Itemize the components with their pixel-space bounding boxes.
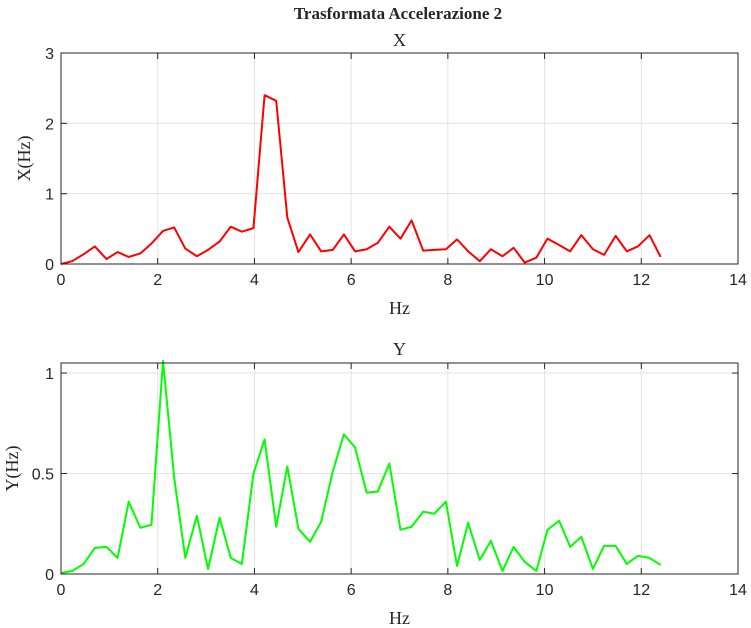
x-panel-title: X (393, 30, 406, 50)
x-x-tick-label: 4 (250, 272, 259, 289)
y-panel-title: Y (393, 339, 406, 359)
x-y-tick-label: 1 (45, 187, 54, 204)
x-x-tick-label: 10 (536, 272, 554, 289)
x-x-tick-label: 0 (57, 272, 66, 289)
y-y-tick-label: 1 (45, 366, 54, 383)
y-y-tick-label: 0.5 (32, 467, 54, 484)
y-x-tick-label: 6 (347, 582, 356, 599)
x-x-tick-label: 14 (729, 272, 747, 289)
y-x-tick-label: 2 (153, 582, 162, 599)
x-x-axis-label: Hz (389, 298, 410, 318)
y-x-tick-label: 12 (632, 582, 650, 599)
figure-title: Trasformata Accelerazione 2 (294, 4, 502, 23)
x-y-tick-label: 2 (45, 116, 54, 133)
y-plot-area (61, 363, 738, 574)
x-axes-box (60, 52, 739, 265)
x-x-tick-label: 6 (347, 272, 356, 289)
y-x-tick-label: 4 (250, 582, 259, 599)
y-x-tick-label: 14 (729, 582, 747, 599)
x-y-tick-label: 0 (45, 257, 54, 274)
x-x-tick-label: 2 (153, 272, 162, 289)
y-y-tick-label: 0 (45, 567, 54, 584)
y-x-axis-label: Hz (389, 608, 410, 628)
x-x-tick-label: 8 (443, 272, 452, 289)
x-series-line (60, 94, 662, 265)
y-x-tick-label: 10 (536, 582, 554, 599)
y-axes-box (60, 362, 739, 575)
y-spectrum-panel: 0 2 4 6 8 10 12 14 0 0.5 1 Y Hz Y(Hz) (2, 339, 747, 628)
y-series-line (60, 359, 662, 574)
x-y-axis-label: X(Hz) (14, 136, 35, 182)
x-y-tick-label: 3 (45, 46, 54, 63)
y-x-tick-label: 8 (443, 582, 452, 599)
x-x-tick-label: 12 (632, 272, 650, 289)
y-x-tick-label: 0 (57, 582, 66, 599)
y-y-axis-label: Y(Hz) (2, 446, 23, 492)
